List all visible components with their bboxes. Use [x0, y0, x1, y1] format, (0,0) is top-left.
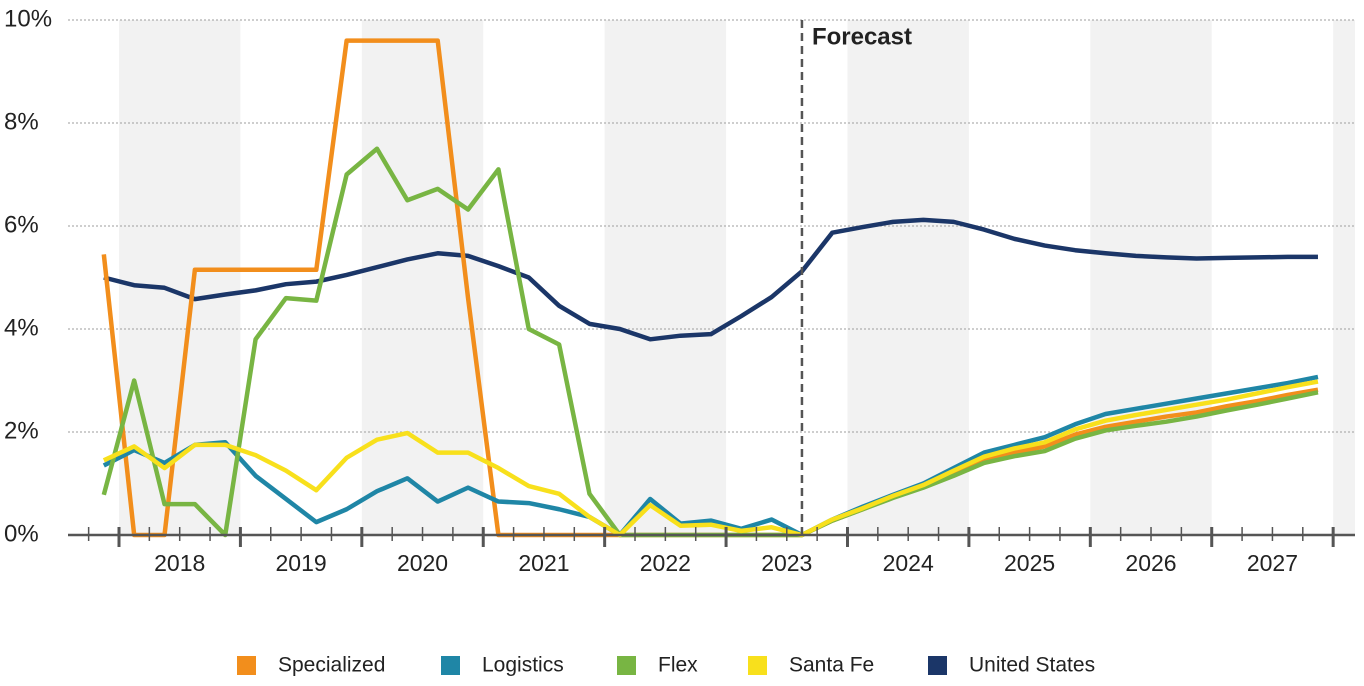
x-tick-label: 2020: [397, 550, 448, 576]
x-tick-label: 2022: [640, 550, 691, 576]
x-tick-label: 2025: [1004, 550, 1055, 576]
x-tick-label: 2021: [518, 550, 569, 576]
series-line: [102, 379, 1319, 538]
y-tick-label: 10%: [4, 5, 52, 32]
legend-label: Logistics: [482, 654, 564, 677]
legend-swatch: [617, 656, 636, 675]
legend-swatch: [237, 656, 256, 675]
grid: [68, 19, 1355, 433]
x-tick-label: 2024: [883, 550, 934, 576]
x-tick-label: 2023: [761, 550, 812, 576]
legend-label: Flex: [658, 654, 698, 677]
y-tick-label: 0%: [4, 520, 39, 547]
x-tick-label: 2019: [276, 550, 327, 576]
year-band: [604, 20, 727, 535]
year-band: [1333, 20, 1355, 535]
axis: 0% 2% 4% 6% 8% 10% 2018 2019 2020 2021 2022 2023 202…: [4, 5, 1355, 576]
legend-label: Specialized: [278, 654, 385, 677]
series-line: [102, 374, 1319, 538]
y-tick-label: 2%: [4, 417, 39, 444]
x-tick-label: 2027: [1247, 550, 1298, 576]
legend-label: United States: [969, 654, 1095, 677]
y-tick-label: 6%: [4, 211, 39, 238]
forecast-label: Forecast: [812, 23, 912, 50]
year-band: [847, 20, 969, 535]
x-tick-label: 2026: [1125, 550, 1176, 576]
background-bands: [118, 20, 1355, 535]
legend-swatch: [441, 656, 460, 675]
legend: Specialized Logistics Flex Santa Fe United S…: [237, 654, 1095, 677]
legend-swatch: [928, 656, 947, 675]
series-line: [103, 217, 1318, 342]
y-tick-label: 4%: [4, 314, 39, 341]
y-tick-label: 8%: [4, 108, 39, 135]
legend-label: Santa Fe: [789, 654, 874, 677]
year-band: [361, 20, 484, 535]
year-band: [1090, 20, 1212, 535]
legend-swatch: [748, 656, 767, 675]
x-tick-label: 2018: [154, 550, 205, 576]
